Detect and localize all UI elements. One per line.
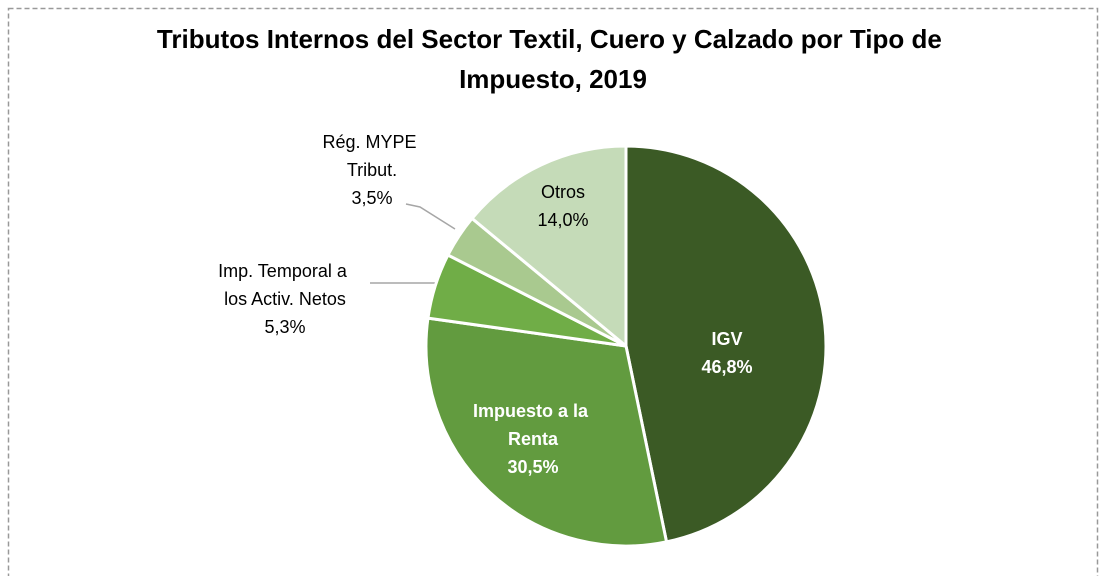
chart-title: Tributos Internos del Sector Textil, Cue…	[157, 24, 949, 94]
category-label: Rég. MYPE Tribut.	[322, 132, 421, 180]
labels: IGV 46,8% Impuesto a la Renta 30,5% Imp. Tem…	[218, 132, 752, 477]
pie-slice	[469, 144, 628, 350]
value-label: 3,5%	[351, 188, 392, 208]
leader-line	[405, 203, 456, 230]
category-label: Imp. Temporal a los Activ. Netos	[218, 261, 352, 309]
value-label: 46,8%	[701, 357, 752, 377]
value-label: 30,5%	[507, 457, 558, 477]
category-label: Impuesto a la Renta	[473, 401, 593, 449]
value-label: 14,0%	[537, 210, 588, 230]
pie	[424, 144, 828, 548]
pie-slice	[424, 316, 669, 548]
category-label: Otros	[541, 182, 585, 202]
chart-border	[7, 7, 1099, 576]
value-label: 5,3%	[264, 317, 305, 337]
pie-slice	[624, 144, 828, 544]
category-label: IGV	[711, 329, 742, 349]
